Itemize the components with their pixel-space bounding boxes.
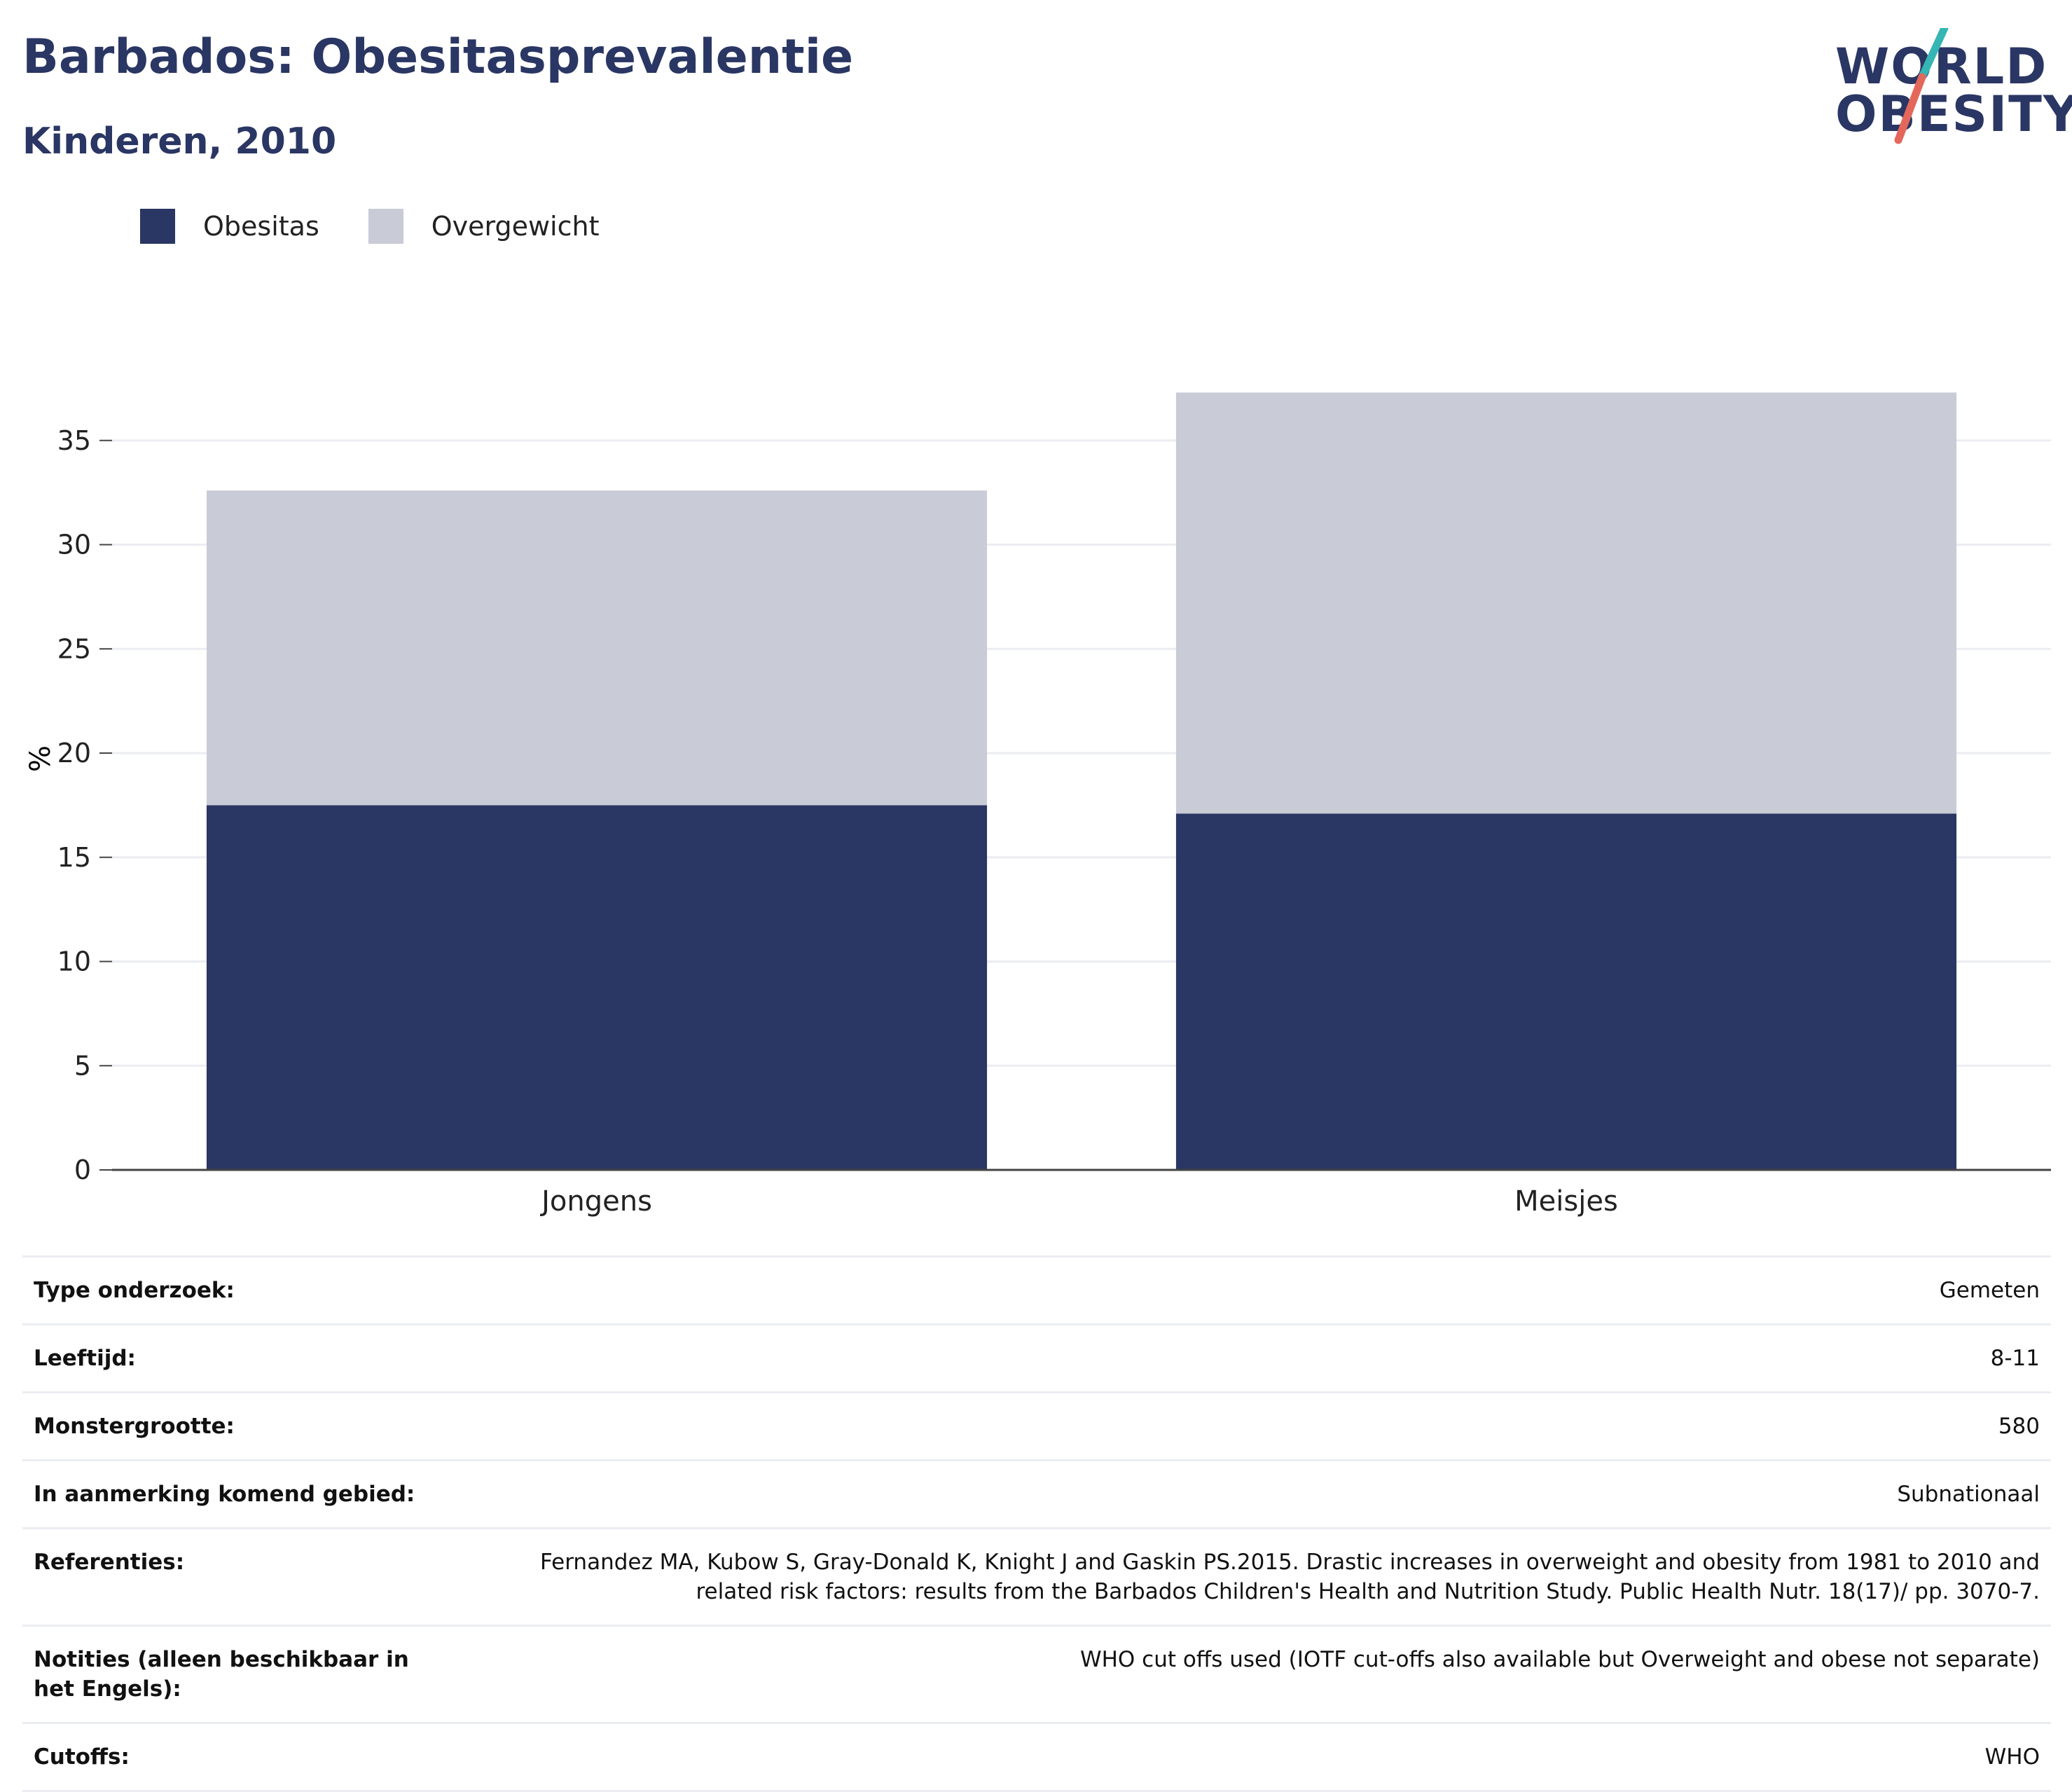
info-value: 580 [1998, 1414, 2040, 1439]
bar-overgewicht-meisjes[interactable] [1175, 392, 1957, 814]
chart-bars [206, 392, 1957, 1170]
legend-item-obesitas[interactable]: Obesitas [140, 209, 319, 244]
x-tick-label: Meisjes [1514, 1185, 1618, 1218]
info-value: Gemeten [1939, 1278, 2040, 1303]
info-row: Leeftijd: 8-11 [22, 1325, 2051, 1393]
y-tick-label: 10 [57, 946, 91, 977]
info-key: Cutoffs: [34, 1744, 130, 1770]
info-key: Notities (alleen beschikbaar in het Enge… [34, 1647, 409, 1702]
chart-legend: Obesitas Overgewicht [140, 209, 649, 244]
info-key: Leeftijd: [34, 1346, 136, 1371]
legend-swatch-obesitas [140, 209, 175, 244]
info-key: In aanmerking komend gebied: [34, 1482, 415, 1507]
logo-line-2: OBESITY [1835, 85, 2072, 143]
y-tick-label: 30 [57, 530, 91, 560]
y-tick-label: 5 [74, 1050, 91, 1081]
info-value: 8-11 [1990, 1346, 2040, 1371]
info-key: Type onderzoek: [34, 1278, 235, 1303]
logo-slash-icon [1894, 28, 1949, 144]
legend-swatch-overgewicht [368, 209, 403, 244]
logo-line-1: WORLD [1835, 38, 2048, 95]
info-row: Referenties: Fernandez MA, Kubow S, Gray-… [22, 1529, 2051, 1626]
bar-obesitas-meisjes[interactable] [1175, 813, 1957, 1170]
info-row: In aanmerking komend gebied: Subnationaal [22, 1461, 2051, 1529]
y-tick-label: 25 [57, 633, 91, 664]
bar-obesitas-jongens[interactable] [206, 805, 988, 1170]
world-obesity-logo: WORLD OBESITY [1821, 28, 2072, 154]
x-tick-label: Jongens [539, 1185, 652, 1218]
x-axis-labels: Jongens Meisjes [539, 1185, 1618, 1218]
legend-label-overgewicht: Overgewicht [431, 211, 600, 242]
y-tick-label: 20 [57, 738, 91, 769]
info-value: WHO cut offs used (IOTF cut-offs also av… [1079, 1647, 2040, 1672]
info-key: Monstergrootte: [34, 1414, 235, 1439]
stacked-bar-chart: 0 5 10 15 20 25 30 35 Jongens Meisjes [57, 392, 2051, 1218]
y-tick-label: 0 [74, 1155, 91, 1185]
info-row: Monstergrootte: 580 [22, 1393, 2051, 1461]
page-subtitle: Kinderen, 2010 [22, 120, 337, 163]
info-value: WHO [1984, 1744, 2040, 1770]
info-row: Cutoffs: WHO [22, 1723, 2051, 1791]
y-axis-ticks: 0 5 10 15 20 25 30 35 [57, 425, 112, 1185]
info-row: Notities (alleen beschikbaar in het Enge… [22, 1626, 2051, 1723]
y-tick-label: 35 [57, 425, 91, 456]
info-value: Subnationaal [1897, 1482, 2040, 1507]
survey-info-table: Type onderzoek: Gemeten Leeftijd: 8-11 Monst… [22, 1255, 2051, 1792]
y-tick-label: 15 [57, 842, 91, 873]
bar-overgewicht-jongens[interactable] [206, 490, 988, 806]
info-row: Type onderzoek: Gemeten [22, 1256, 2051, 1325]
info-key: Referenties: [34, 1550, 185, 1575]
page-title: Barbados: Obesitasprevalentie [22, 29, 854, 85]
info-value: Fernandez MA, Kubow S, Gray-Donald K, Kn… [540, 1550, 2040, 1604]
legend-label-obesitas: Obesitas [203, 211, 319, 242]
legend-item-overgewicht[interactable]: Overgewicht [368, 209, 600, 244]
